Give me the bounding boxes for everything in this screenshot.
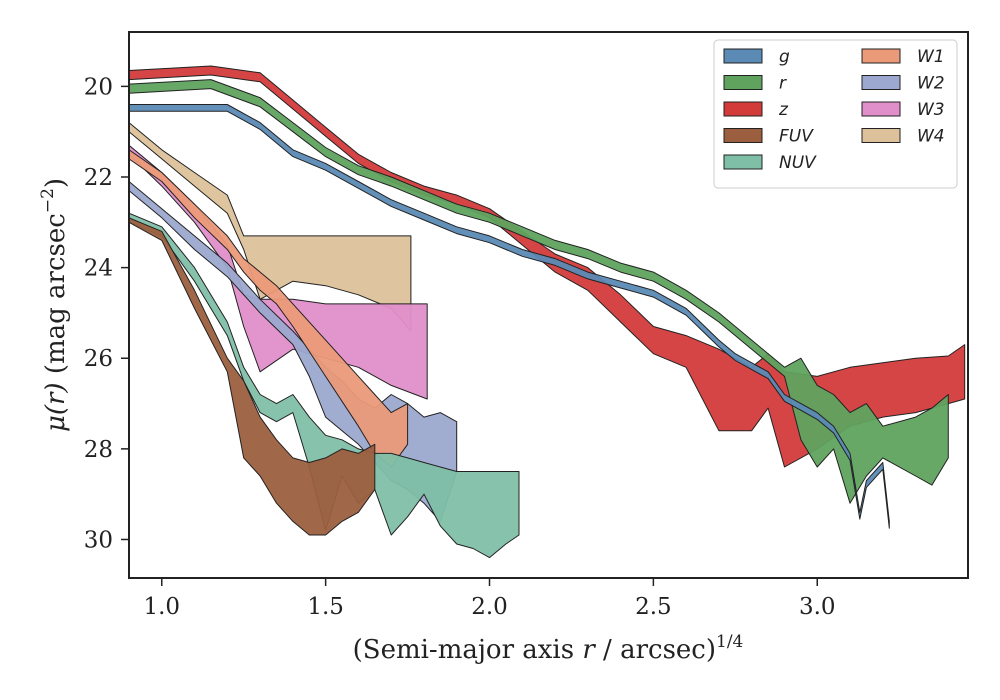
y-tick-label: 20 — [84, 74, 113, 100]
legend-swatch-w2 — [861, 75, 901, 90]
legend-swatch-g — [723, 48, 763, 64]
legend: grz FUV NUV W1 W2 W3 W4 — [713, 39, 958, 189]
y-tick-label: 22 — [84, 165, 113, 191]
y-tick-label: 24 — [84, 256, 113, 282]
y-tick-label: 26 — [84, 346, 113, 372]
legend-label-r: r — [779, 74, 787, 94]
legend-swatch-w3 — [861, 101, 901, 117]
legend-label-w1: W1 — [917, 47, 945, 67]
y-tick-label: 30 — [84, 527, 113, 553]
y-axis-label: μ(r) (mag arcsec−2) — [38, 178, 71, 432]
plot-frame — [128, 31, 969, 579]
y-axis-ticks: 20 22 24 26 28 30 — [84, 74, 129, 553]
legend-swatch-w4 — [861, 128, 901, 143]
legend-label-w3: W3 — [917, 100, 945, 120]
series-band-w1 — [129, 149, 409, 468]
legend-label-w4: W4 — [917, 127, 945, 147]
series-layer — [129, 65, 966, 559]
legend-swatch-z — [723, 101, 763, 117]
x-tick-label: 2.5 — [635, 594, 672, 620]
y-tick-label: 28 — [84, 437, 113, 463]
series-band-g — [129, 104, 890, 529]
x-axis-ticks: 1.0 1.5 2.0 2.5 3.0 — [143, 578, 836, 620]
legend-label-g: g — [779, 47, 790, 67]
legend-label-w2: W2 — [917, 74, 945, 94]
legend-swatch-fuv — [723, 128, 763, 143]
x-tick-label: 1.5 — [307, 594, 344, 620]
x-tick-label: 3.0 — [799, 594, 836, 620]
legend-label-z: z — [778, 100, 789, 120]
series-band-r — [129, 79, 949, 504]
series-band-nuv — [129, 212, 520, 559]
x-tick-label: 1.0 — [143, 594, 180, 620]
legend-label-nuv: NUV — [779, 153, 817, 173]
series-band-fuv — [129, 217, 376, 536]
legend-swatch-w1 — [861, 48, 901, 64]
x-axis-label: (Semi-major axis r / arcsec)1/4 — [353, 632, 744, 665]
legend-label-fuv: FUV — [779, 127, 814, 147]
legend-swatch-nuv — [723, 154, 763, 170]
x-tick-label: 2.0 — [471, 594, 508, 620]
legend-swatch-r — [723, 75, 763, 90]
